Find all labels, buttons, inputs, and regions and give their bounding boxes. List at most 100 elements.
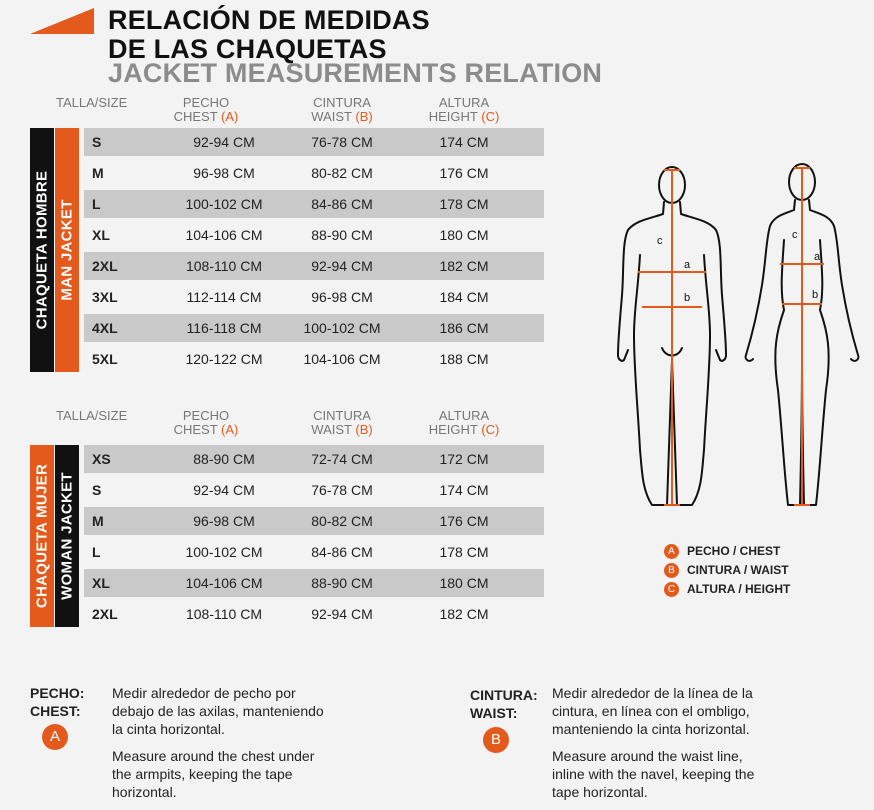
cell-size: M xyxy=(92,513,104,529)
men-header-height-letter: (C) xyxy=(481,109,500,124)
chest-note-letter: A xyxy=(42,724,68,750)
chest-note-label: PECHO: CHEST: xyxy=(30,684,84,720)
cell-size: 2XL xyxy=(92,606,118,622)
men-header-waist-en: WAIST xyxy=(311,109,352,124)
women-label-english: WOMAN JACKET xyxy=(58,472,76,600)
waist-note-es-line: manteniendo la cinta horizontal. xyxy=(552,721,750,737)
table-row: XL 104-106 CM 88-90 CM 180 CM xyxy=(84,221,544,249)
cell-waist: 80-82 CM xyxy=(311,513,373,529)
table-row: M 96-98 CM 80-82 CM 176 CM xyxy=(84,159,544,187)
cell-height: 176 CM xyxy=(439,513,489,529)
table-row: 5XL 120-122 CM 104-106 CM 188 CM xyxy=(84,345,544,373)
chest-note-en-line: horizontal. xyxy=(112,784,177,800)
legend-item-waist: B CINTURA / WAIST xyxy=(664,563,789,579)
cell-height: 174 CM xyxy=(439,482,489,498)
legend-text-height: ALTURA / HEIGHT xyxy=(687,582,791,596)
female-waist-mark: b xyxy=(812,289,818,301)
waist-note-es-line: Medir alrededor de la línea de la xyxy=(552,685,753,701)
cell-chest: 112-114 CM xyxy=(186,289,262,305)
table-row: 4XL 116-118 CM 100-102 CM 186 CM xyxy=(84,314,544,342)
title-line-2: DE LAS CHAQUETAS xyxy=(108,34,387,64)
waist-note-en-line: inline with the navel, keeping the xyxy=(552,766,755,782)
cell-waist: 76-78 CM xyxy=(311,134,373,150)
waist-note-es-line: cintura, en línea con el ombligo, xyxy=(552,703,750,719)
legend-item-height: C ALTURA / HEIGHT xyxy=(664,582,791,598)
women-label-spanish-bar: CHAQUETA MUJER xyxy=(30,445,54,627)
women-label-spanish: CHAQUETA MUJER xyxy=(33,463,51,609)
cell-size: XL xyxy=(92,575,110,591)
table-row: S 92-94 CM 76-78 CM 174 CM xyxy=(84,128,544,156)
cell-height: 188 CM xyxy=(439,351,489,367)
cell-chest: 96-98 CM xyxy=(193,513,255,529)
chest-note-en-line: the armpits, keeping the tape xyxy=(112,766,293,782)
table-row: L 100-102 CM 84-86 CM 178 CM xyxy=(84,190,544,218)
cell-chest: 96-98 CM xyxy=(193,165,255,181)
cell-size: 2XL xyxy=(92,258,118,274)
cell-size: L xyxy=(92,196,101,212)
height-measure-lines xyxy=(664,167,810,506)
female-chest-mark: a xyxy=(814,251,821,263)
women-header-waist-en: WAIST xyxy=(311,422,352,437)
cell-height: 174 CM xyxy=(439,134,489,150)
table-row: XS 88-90 CM 72-74 CM 172 CM xyxy=(84,445,544,473)
cell-size: XL xyxy=(92,227,110,243)
men-header-chest-letter: (A) xyxy=(221,109,239,124)
male-waist-mark: b xyxy=(684,292,690,304)
chest-note-es-line: la cinta horizontal. xyxy=(112,721,225,737)
cell-size: L xyxy=(92,544,101,560)
cell-height: 182 CM xyxy=(439,258,489,274)
men-label-spanish: CHAQUETA HOMBRE xyxy=(33,170,51,330)
table-row: 3XL 112-114 CM 96-98 CM 184 CM xyxy=(84,283,544,311)
women-header-height: ALTURA HEIGHT (C) xyxy=(424,409,504,437)
chest-note-es-line: Medir alrededor de pecho por xyxy=(112,685,296,701)
cell-waist: 100-102 CM xyxy=(303,320,381,336)
title-english: JACKET MEASUREMENTS RELATION xyxy=(108,58,603,88)
cell-waist: 72-74 CM xyxy=(311,451,373,467)
cell-chest: 100-102 CM xyxy=(185,196,263,212)
cell-size: XS xyxy=(92,451,111,467)
cell-waist: 76-78 CM xyxy=(311,482,373,498)
measurement-legend: A PECHO / CHEST B CINTURA / WAIST C ALTURA … xyxy=(664,544,864,604)
men-header-height: ALTURA HEIGHT (C) xyxy=(424,96,504,124)
chest-note-english: Measure around the chest under the armpi… xyxy=(112,747,314,801)
chest-note-label-en: CHEST: xyxy=(30,703,81,719)
women-header-chest-es: PECHO xyxy=(182,408,230,423)
women-header-waist-es: CINTURA xyxy=(313,408,371,423)
cell-waist: 88-90 CM xyxy=(311,227,373,243)
cell-waist: 80-82 CM xyxy=(311,165,373,181)
men-header-chest-es: PECHO xyxy=(182,95,230,110)
cell-chest: 88-90 CM xyxy=(193,451,255,467)
cell-height: 180 CM xyxy=(439,575,489,591)
women-header-chest: PECHO CHEST (A) xyxy=(166,409,246,437)
chest-note-en-line: Measure around the chest under xyxy=(112,748,315,764)
women-header-height-es: ALTURA xyxy=(438,408,490,423)
cell-chest: 104-106 CM xyxy=(185,227,263,243)
men-header-height-es: ALTURA xyxy=(438,95,490,110)
men-header-chest-en: CHEST xyxy=(173,109,218,124)
women-header-height-letter: (C) xyxy=(481,422,500,437)
waist-note-en-line: tape horizontal. xyxy=(552,784,648,800)
men-header-size: TALLA/SIZE xyxy=(56,95,128,110)
men-header-waist-es: CINTURA xyxy=(313,95,371,110)
table-row: XL 104-106 CM 88-90 CM 180 CM xyxy=(84,569,544,597)
cell-height: 186 CM xyxy=(439,320,489,336)
cell-height: 172 CM xyxy=(439,451,489,467)
cell-chest: 108-110 CM xyxy=(185,258,262,274)
male-chest-mark: a xyxy=(684,259,691,271)
women-header-chest-letter: (A) xyxy=(221,422,239,437)
cell-chest: 120-122 CM xyxy=(185,351,263,367)
legend-text-waist: CINTURA / WAIST xyxy=(687,563,789,577)
men-header-waist-letter: (B) xyxy=(355,109,373,124)
women-header-waist: CINTURA WAIST (B) xyxy=(302,409,382,437)
cell-size: M xyxy=(92,165,104,181)
legend-item-chest: A PECHO / CHEST xyxy=(664,544,780,560)
chest-note-spanish: Medir alrededor de pecho por debajo de l… xyxy=(112,684,324,738)
women-label-english-bar: WOMAN JACKET xyxy=(55,445,79,627)
women-header-size: TALLA/SIZE xyxy=(56,408,128,423)
cell-height: 178 CM xyxy=(439,196,489,212)
men-label-english: MAN JACKET xyxy=(58,199,76,301)
waist-measure-lines xyxy=(642,303,822,308)
cell-size: S xyxy=(92,482,102,498)
table-row: 2XL 108-110 CM 92-94 CM 182 CM xyxy=(84,252,544,280)
cell-height: 180 CM xyxy=(439,227,489,243)
